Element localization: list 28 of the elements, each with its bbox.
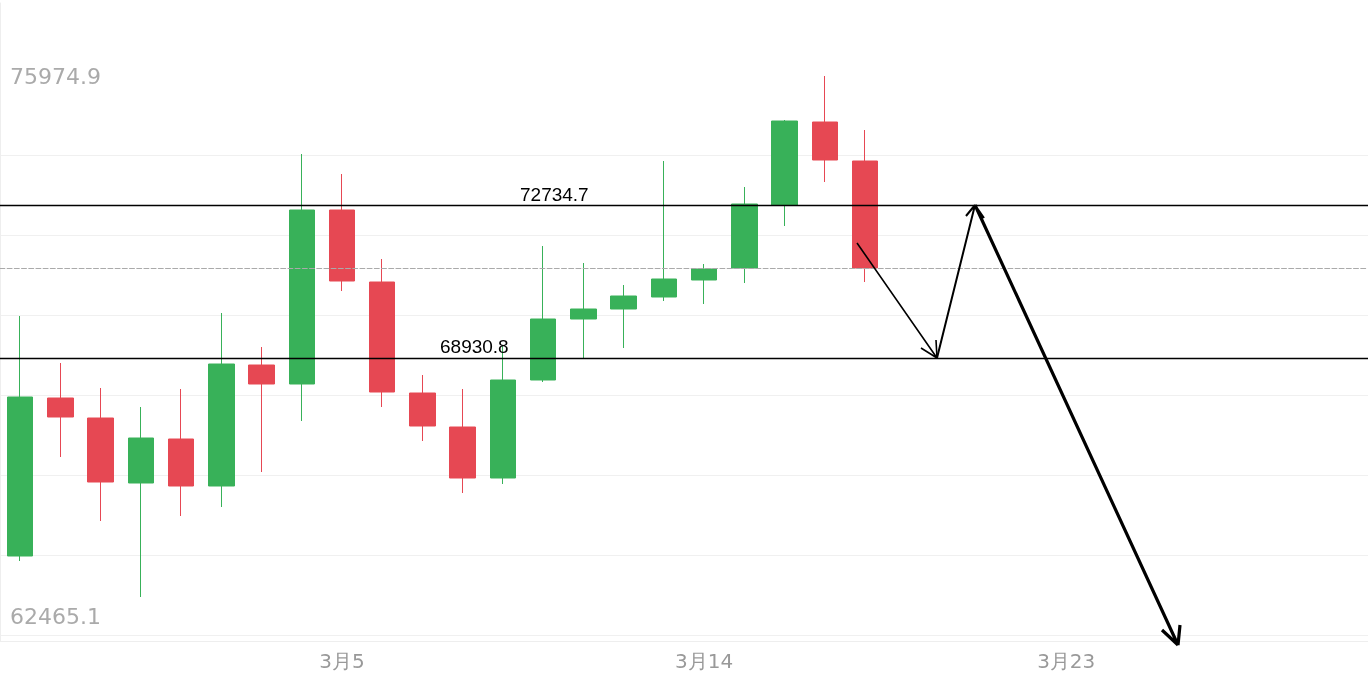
candlestick: [731, 186, 758, 284]
candlestick: [610, 284, 637, 349]
candlestick: [691, 263, 717, 305]
candlestick: [47, 362, 74, 458]
x-tick-label: 3月23: [1037, 649, 1096, 673]
y-tick-label: 75974.9: [10, 63, 101, 89]
candlestick: [168, 388, 194, 517]
candlestick: [289, 153, 315, 422]
candlestick: [812, 75, 838, 183]
candlestick: [530, 245, 556, 383]
ref-line-label: 68930.8: [440, 335, 509, 357]
candlestick: [771, 119, 798, 227]
candlestick: [369, 258, 395, 408]
y-tick-label: 62465.1: [10, 603, 101, 629]
ref-line-label: 72734.7: [520, 183, 589, 205]
x-tick-label: 3月14: [675, 649, 734, 673]
candlestick: [208, 312, 235, 508]
candlestick: [570, 262, 597, 359]
candlestick: [7, 315, 33, 562]
candlestick: [449, 388, 476, 494]
x-tick-label: 3月5: [319, 649, 365, 673]
candlestick: [128, 406, 154, 598]
candlestick: [651, 160, 677, 302]
candlestick: [248, 346, 275, 473]
candlestick: [409, 374, 436, 442]
candlestick: [329, 173, 355, 292]
candlestick: [87, 387, 114, 522]
candlestick: [852, 129, 878, 283]
